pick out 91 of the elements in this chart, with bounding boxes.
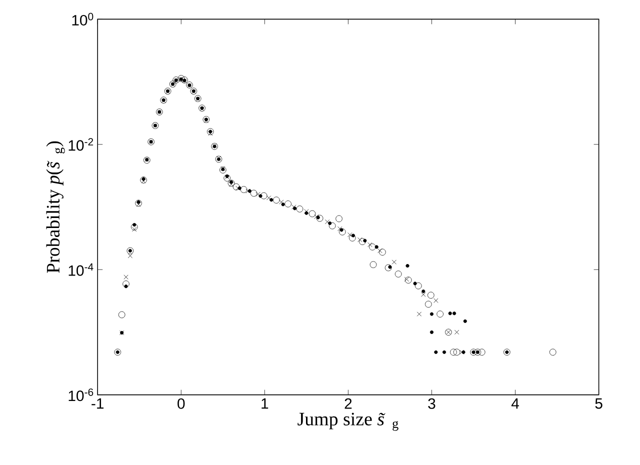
point <box>250 190 258 197</box>
point <box>454 330 460 335</box>
point <box>463 319 467 323</box>
point <box>414 282 422 290</box>
point <box>351 234 356 238</box>
point <box>434 298 438 303</box>
point <box>369 244 376 250</box>
point <box>378 248 382 254</box>
point <box>384 264 392 272</box>
point <box>124 284 128 288</box>
point <box>118 311 126 318</box>
point <box>135 200 142 207</box>
point <box>374 245 378 249</box>
point <box>416 312 422 316</box>
point <box>124 274 128 280</box>
point <box>425 300 432 308</box>
point <box>428 292 434 299</box>
x-tick-label: 3 <box>428 398 436 409</box>
point <box>240 186 248 193</box>
point <box>136 202 141 207</box>
point <box>208 131 213 136</box>
point <box>122 280 130 288</box>
point <box>453 348 460 356</box>
point <box>358 237 362 242</box>
point <box>404 276 412 284</box>
point <box>224 174 230 182</box>
point <box>348 234 356 242</box>
point <box>228 180 235 187</box>
point <box>406 264 410 268</box>
point <box>442 350 446 354</box>
point <box>266 196 272 200</box>
point <box>260 192 268 200</box>
y-tick-label: 10$^{0}$ <box>72 12 94 26</box>
point <box>229 180 234 184</box>
x-tick-label: 2 <box>344 398 352 409</box>
point <box>436 310 444 318</box>
x-tick-label: 1 <box>262 398 268 409</box>
point <box>281 202 285 206</box>
y-tick-label: 10$^{-6}$ <box>68 388 94 402</box>
point <box>450 348 457 356</box>
point <box>328 222 336 230</box>
point <box>130 224 138 230</box>
point <box>448 312 452 316</box>
point <box>328 221 332 226</box>
point <box>370 261 377 268</box>
point <box>128 254 132 258</box>
point <box>144 156 150 164</box>
point <box>413 282 417 286</box>
point <box>394 270 402 278</box>
point <box>348 232 352 238</box>
point <box>404 276 409 282</box>
point <box>452 312 456 316</box>
point <box>336 215 342 222</box>
point <box>258 194 262 198</box>
x-tick-label: 4 <box>511 398 519 409</box>
x-tick-label: 0 <box>178 398 185 409</box>
point <box>421 292 426 297</box>
point <box>316 214 324 222</box>
point <box>430 330 434 334</box>
point <box>132 227 137 232</box>
y-tick-label: 10$^{-4}$ <box>68 263 94 276</box>
point <box>272 196 280 204</box>
point <box>422 290 426 294</box>
x-tick-label: -1 <box>92 398 104 409</box>
point <box>142 177 146 181</box>
point <box>270 198 274 202</box>
point <box>284 200 292 208</box>
y-axis-title: Probability p(s̃$_{g}$) <box>46 141 65 273</box>
point <box>434 350 438 354</box>
point <box>392 260 396 264</box>
point <box>379 248 386 256</box>
point <box>430 312 434 316</box>
point <box>363 238 367 242</box>
point <box>338 228 346 236</box>
point <box>279 200 284 204</box>
point <box>478 348 486 356</box>
point <box>359 238 366 245</box>
y-tick-label: 10$^{-2}$ <box>68 138 94 151</box>
point <box>141 178 146 184</box>
x-axis-title: Jump size s̃$_{g}$ <box>298 412 398 431</box>
point <box>132 222 136 227</box>
x-tick-label: 5 <box>595 398 602 409</box>
point <box>232 183 240 190</box>
point <box>296 206 304 212</box>
point <box>368 242 372 248</box>
point <box>228 182 234 187</box>
point <box>308 210 316 218</box>
point <box>256 192 260 197</box>
point <box>140 176 147 184</box>
point <box>325 220 330 224</box>
point <box>549 348 556 356</box>
